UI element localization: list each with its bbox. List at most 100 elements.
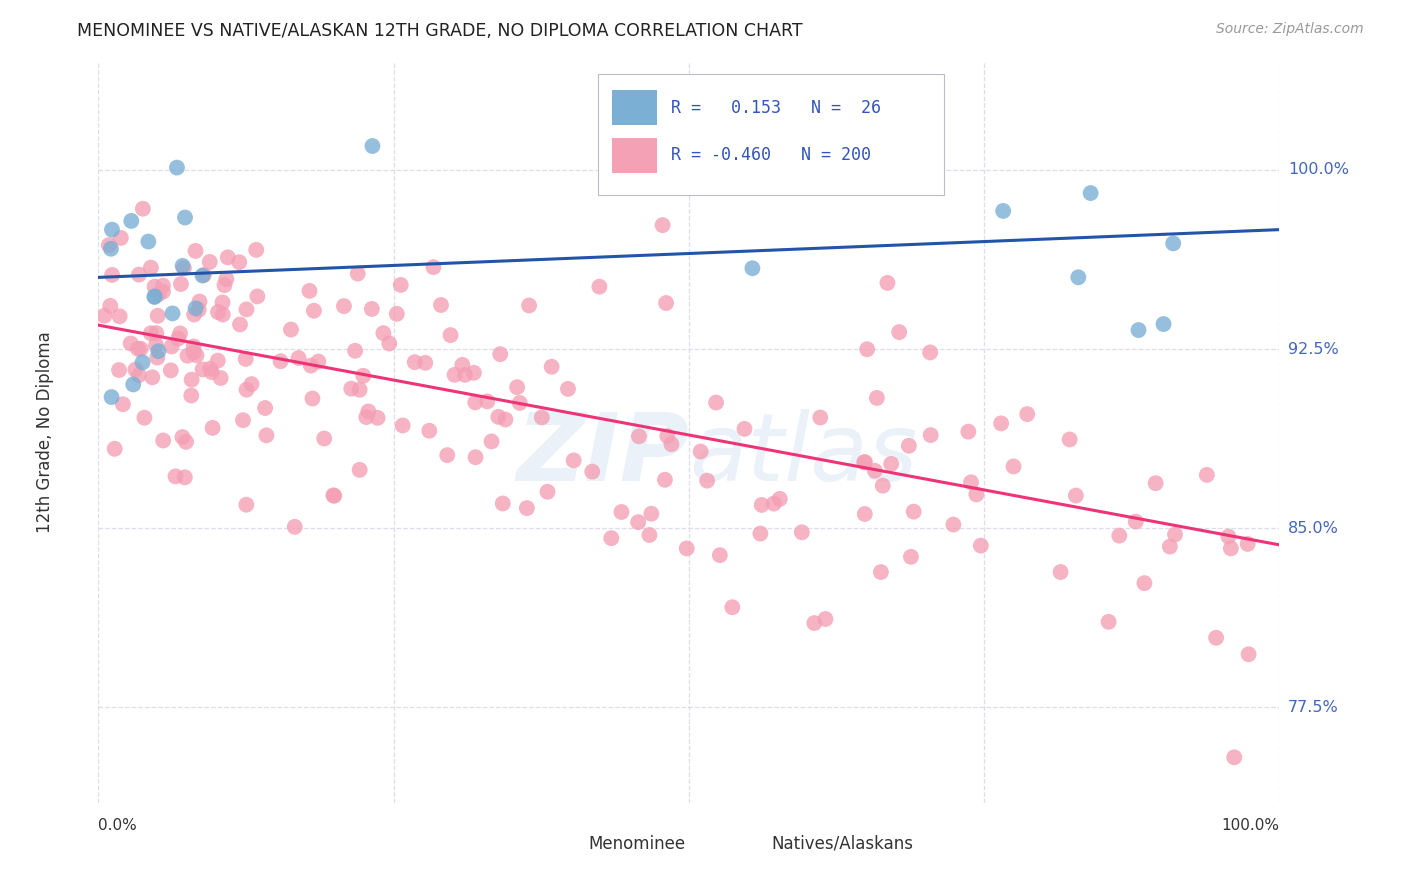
Point <box>863 464 886 478</box>
Point <box>97 238 120 252</box>
Point <box>340 382 363 396</box>
Point <box>138 235 160 249</box>
Point <box>1223 750 1246 764</box>
Text: 77.5%: 77.5% <box>1288 699 1339 714</box>
Point <box>1133 576 1156 591</box>
Point <box>378 336 401 351</box>
Point <box>183 308 205 322</box>
Point <box>373 326 395 340</box>
Point <box>517 298 540 312</box>
Point <box>110 231 132 245</box>
Text: R =   0.153   N =  26: R = 0.153 N = 26 <box>671 99 882 117</box>
Point <box>240 377 263 392</box>
Text: 12th Grade, No Diploma: 12th Grade, No Diploma <box>37 332 55 533</box>
Point <box>361 139 384 153</box>
Point <box>464 450 486 465</box>
Point <box>131 355 153 369</box>
Point <box>413 356 436 370</box>
Point <box>207 305 229 319</box>
Point <box>897 439 920 453</box>
Point <box>229 318 252 332</box>
Point <box>134 410 156 425</box>
Point <box>349 383 371 397</box>
Point <box>209 371 232 385</box>
Text: Source: ZipAtlas.com: Source: ZipAtlas.com <box>1216 22 1364 37</box>
Point <box>389 277 412 292</box>
Point <box>814 612 837 626</box>
Point <box>876 276 898 290</box>
Point <box>170 277 193 291</box>
Point <box>186 348 208 362</box>
Point <box>211 295 233 310</box>
Point <box>709 548 731 562</box>
Point <box>942 517 965 532</box>
Point <box>180 373 202 387</box>
Point <box>1049 565 1071 579</box>
Point <box>127 342 149 356</box>
FancyBboxPatch shape <box>718 836 761 858</box>
Point <box>122 377 145 392</box>
Point <box>638 528 661 542</box>
Point <box>808 410 831 425</box>
Point <box>436 448 458 462</box>
Point <box>108 363 131 377</box>
Point <box>900 549 922 564</box>
Point <box>232 413 254 427</box>
Point <box>530 410 553 425</box>
Point <box>790 525 813 540</box>
Point <box>430 298 453 312</box>
Point <box>152 278 174 293</box>
Point <box>856 343 879 357</box>
Point <box>675 541 697 556</box>
FancyBboxPatch shape <box>598 74 943 195</box>
Point <box>299 359 322 373</box>
Point <box>146 309 169 323</box>
Point <box>120 214 142 228</box>
Point <box>1064 489 1087 503</box>
Point <box>769 491 792 506</box>
Point <box>193 268 215 282</box>
Point <box>302 303 325 318</box>
Point <box>101 268 124 282</box>
Point <box>751 498 773 512</box>
Point <box>1153 317 1175 331</box>
Point <box>600 531 623 545</box>
Point <box>1237 647 1260 661</box>
Text: Natives/Alaskans: Natives/Alaskans <box>772 835 914 853</box>
Point <box>463 366 485 380</box>
Point <box>990 417 1012 431</box>
Point <box>98 299 121 313</box>
Point <box>346 267 368 281</box>
Point <box>880 457 903 471</box>
Point <box>167 332 190 346</box>
Point <box>404 355 426 369</box>
Point <box>143 279 166 293</box>
Point <box>481 434 503 449</box>
Point <box>235 351 257 366</box>
Point <box>627 515 650 529</box>
Text: 0.0%: 0.0% <box>98 818 138 832</box>
Text: atlas: atlas <box>689 409 917 500</box>
Point <box>853 507 876 521</box>
Point <box>741 261 763 276</box>
Point <box>152 434 174 448</box>
Point <box>965 487 987 501</box>
Point <box>111 397 134 411</box>
Point <box>817 164 839 178</box>
Point <box>1002 459 1025 474</box>
Point <box>191 268 214 283</box>
Point <box>211 308 233 322</box>
Point <box>360 301 382 316</box>
Point <box>704 395 727 409</box>
Point <box>762 497 785 511</box>
Point <box>588 279 610 293</box>
Point <box>93 309 115 323</box>
Point <box>696 474 718 488</box>
Point <box>322 488 344 502</box>
Point <box>1236 537 1258 551</box>
Point <box>651 218 673 232</box>
Point <box>165 469 187 483</box>
Point <box>100 390 122 404</box>
Point <box>246 289 269 303</box>
Point <box>1108 529 1130 543</box>
